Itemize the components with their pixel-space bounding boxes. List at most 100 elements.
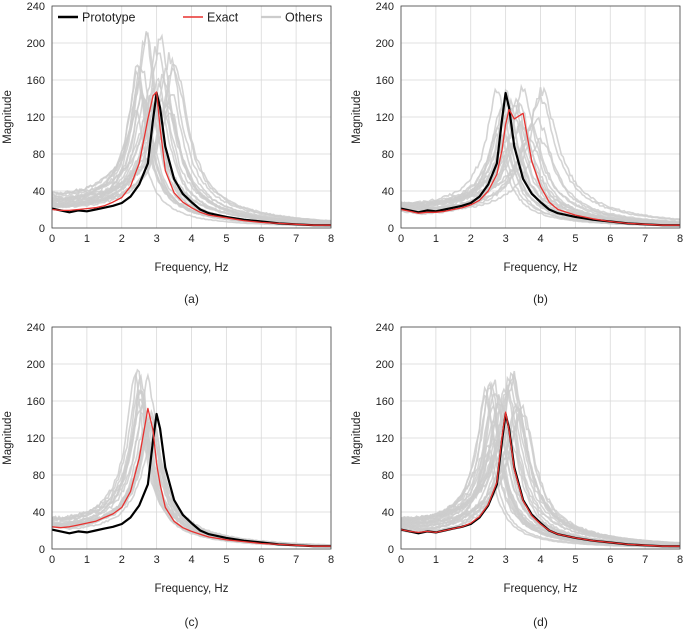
y-tick-label: 240 bbox=[27, 322, 45, 334]
others-line bbox=[52, 73, 331, 224]
legend-label: Others bbox=[285, 11, 323, 25]
y-tick-label: 0 bbox=[388, 223, 394, 235]
exact-line bbox=[52, 407, 331, 547]
x-tick-label: 6 bbox=[258, 554, 264, 566]
x-tick-label: 1 bbox=[84, 233, 90, 245]
y-tick-label: 240 bbox=[27, 1, 45, 13]
x-tick-label: 0 bbox=[398, 554, 404, 566]
legend: Prototype Exact Others bbox=[58, 11, 323, 25]
x-tick-label: 8 bbox=[328, 554, 334, 566]
y-tick-label: 0 bbox=[39, 544, 45, 556]
x-tick-label: 8 bbox=[677, 554, 683, 566]
y-tick-label: 200 bbox=[376, 38, 394, 50]
y-tick-label: 120 bbox=[376, 112, 394, 124]
y-tick-label: 40 bbox=[33, 186, 45, 198]
x-tick-label: 6 bbox=[607, 233, 613, 245]
x-tick-label: 2 bbox=[119, 233, 125, 245]
exact-line bbox=[401, 411, 680, 547]
x-tick-label: 4 bbox=[188, 554, 194, 566]
exact-line bbox=[52, 91, 331, 226]
y-tick-label: 80 bbox=[33, 470, 45, 482]
x-tick-label: 2 bbox=[119, 554, 125, 566]
x-tick-label: 6 bbox=[258, 233, 264, 245]
x-tick-label: 1 bbox=[433, 554, 439, 566]
x-tick-label: 7 bbox=[293, 554, 299, 566]
legend-label: Prototype bbox=[82, 11, 136, 25]
x-tick-label: 1 bbox=[433, 233, 439, 245]
x-tick-label: 7 bbox=[642, 233, 648, 245]
y-tick-label: 80 bbox=[33, 149, 45, 161]
x-tick-label: 6 bbox=[607, 554, 613, 566]
x-tick-label: 3 bbox=[503, 554, 509, 566]
x-tick-label: 4 bbox=[188, 233, 194, 245]
plot-frame bbox=[51, 326, 332, 550]
y-tick-label: 160 bbox=[376, 75, 394, 87]
others-line bbox=[401, 102, 680, 224]
x-tick-label: 5 bbox=[572, 554, 578, 566]
y-tick-label: 200 bbox=[376, 359, 394, 371]
plot-frame bbox=[51, 5, 332, 229]
x-tick-label: 3 bbox=[503, 233, 509, 245]
others-line bbox=[401, 411, 680, 545]
panel-caption: (a) bbox=[184, 292, 199, 306]
x-axis-label: Frequency, Hz bbox=[504, 583, 578, 595]
x-axis-label: Frequency, Hz bbox=[155, 262, 229, 274]
y-tick-label: 200 bbox=[27, 38, 45, 50]
x-tick-label: 0 bbox=[49, 554, 55, 566]
x-tick-label: 4 bbox=[537, 233, 543, 245]
plot-frame bbox=[400, 326, 681, 550]
y-tick-label: 40 bbox=[33, 507, 45, 519]
panel-caption: (b) bbox=[533, 292, 548, 306]
x-tick-label: 2 bbox=[468, 554, 474, 566]
y-tick-label: 160 bbox=[27, 75, 45, 87]
plot-frame bbox=[400, 5, 681, 229]
x-tick-label: 5 bbox=[572, 233, 578, 245]
prototype-line bbox=[52, 91, 331, 227]
x-tick-label: 5 bbox=[223, 233, 229, 245]
x-tick-label: 8 bbox=[328, 233, 334, 245]
y-tick-label: 120 bbox=[27, 433, 45, 445]
others-line bbox=[52, 96, 331, 225]
x-axis-label: Frequency, Hz bbox=[504, 262, 578, 274]
plot-area bbox=[401, 83, 680, 227]
exact-line bbox=[401, 108, 680, 226]
x-tick-label: 5 bbox=[223, 554, 229, 566]
panel-caption: (c) bbox=[185, 615, 199, 629]
x-tick-label: 2 bbox=[468, 233, 474, 245]
y-tick-label: 160 bbox=[27, 396, 45, 408]
y-tick-label: 80 bbox=[382, 149, 394, 161]
y-axis-label: Magnitude bbox=[351, 90, 363, 144]
y-tick-label: 40 bbox=[382, 507, 394, 519]
y-axis-label: Magnitude bbox=[351, 411, 363, 465]
prototype-line bbox=[52, 412, 331, 548]
plot-area bbox=[401, 370, 680, 548]
legend-label: Exact bbox=[207, 11, 239, 25]
x-tick-label: 8 bbox=[677, 233, 683, 245]
x-tick-label: 3 bbox=[154, 233, 160, 245]
x-tick-label: 7 bbox=[642, 554, 648, 566]
y-tick-label: 240 bbox=[376, 1, 394, 13]
others-line bbox=[401, 99, 680, 225]
y-tick-label: 0 bbox=[388, 544, 394, 556]
plot-area bbox=[52, 31, 331, 227]
y-tick-label: 240 bbox=[376, 322, 394, 334]
others-line bbox=[52, 33, 331, 223]
x-tick-label: 0 bbox=[49, 233, 55, 245]
y-tick-label: 0 bbox=[39, 223, 45, 235]
x-tick-label: 3 bbox=[154, 554, 160, 566]
x-tick-label: 0 bbox=[398, 233, 404, 245]
y-axis-label: Magnitude bbox=[2, 411, 14, 465]
others-line bbox=[401, 444, 680, 548]
x-tick-label: 4 bbox=[537, 554, 543, 566]
y-tick-label: 120 bbox=[376, 433, 394, 445]
y-tick-label: 160 bbox=[376, 396, 394, 408]
y-axis-label: Magnitude bbox=[2, 90, 14, 144]
plot-area bbox=[52, 368, 331, 548]
y-tick-label: 80 bbox=[382, 470, 394, 482]
y-tick-label: 120 bbox=[27, 112, 45, 124]
